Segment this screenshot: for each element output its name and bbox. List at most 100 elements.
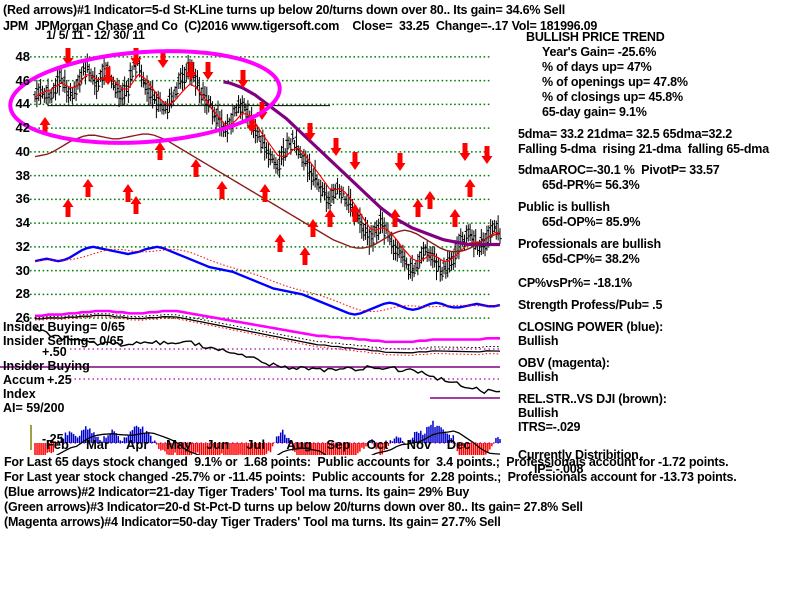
y-tick-34: 34	[15, 215, 30, 231]
signal-arrow-up	[389, 209, 401, 227]
y-tick-32: 32	[15, 238, 30, 254]
signal-arrow-down	[102, 67, 114, 85]
public-state: Public is bullish	[518, 200, 610, 214]
signal-arrow-down	[202, 62, 214, 80]
signal-arrow-down	[459, 143, 471, 161]
signal-arrow-down	[185, 62, 197, 80]
signal-arrow-up	[464, 179, 476, 197]
signal-arrow-up	[190, 159, 202, 177]
header-symbol-line: JPM JPMorgan Chase and Co (C)2016 www.ti…	[3, 19, 598, 33]
date-range-label: 1/ 5/ 11 - 12/ 30/ 11	[46, 28, 145, 42]
signal-arrow-up	[449, 209, 461, 227]
minus-25-label: -.25	[42, 432, 64, 446]
x-tick-jun: Jun	[206, 437, 230, 452]
y-tick-40: 40	[15, 143, 30, 159]
signal-arrow-down	[394, 153, 406, 171]
obv-value: Bullish	[518, 370, 559, 384]
signal-arrow-down	[349, 152, 361, 170]
dma-aroc: 5dmaAROC=-30.1 % PivotP= 33.57	[518, 163, 720, 177]
years-gain: Year's Gain= -25.6%	[542, 45, 657, 59]
footer-indicator-4: (Magenta arrows)#4 Indicator=50-day Tige…	[4, 515, 501, 529]
signal-arrow-down	[237, 70, 249, 88]
closing-power-value: Bullish	[518, 334, 559, 348]
signal-arrow-up	[154, 142, 166, 160]
signal-arrow-up	[424, 191, 436, 209]
signal-arrow-up	[299, 247, 311, 265]
x-tick-aug: Aug	[286, 437, 312, 452]
signal-arrow-down	[304, 123, 316, 141]
obv-title: OBV (magenta):	[518, 356, 610, 370]
signal-arrow-down	[330, 138, 342, 156]
y-tick-36: 36	[15, 191, 30, 207]
x-tick-mar: Mar	[85, 437, 110, 452]
signal-arrow-up	[130, 196, 142, 214]
insider-buying-accum-line2: Accum	[3, 373, 45, 387]
dma-values: 5dma= 33.2 21dma= 32.5 65dma=32.2	[518, 127, 733, 141]
signal-arrow-up	[62, 199, 74, 217]
insider-selling-label: Insider Selling= 0/65	[3, 334, 124, 348]
info-panel: BULLISH PRICE TREND Year's Gain= -25.6% …	[518, 30, 800, 476]
y-tick-28: 28	[15, 286, 30, 302]
signal-arrow-down	[157, 50, 169, 68]
ai-value-label: AI= 59/200	[3, 401, 65, 415]
signal-arrow-up	[259, 184, 271, 202]
rel-strength-title: REL.STR..VS DJI (brown):	[518, 392, 667, 406]
op-65d: 65d-OP%= 85.9%	[542, 215, 641, 229]
signal-arrow-up	[82, 179, 94, 197]
footer-indicator-2: (Blue arrows)#2 Indicator=21-day Tiger T…	[4, 485, 470, 499]
gain-65-day: 65-day gain= 9.1%	[542, 105, 647, 119]
chart-canvas	[0, 48, 502, 455]
y-tick-48: 48	[15, 48, 30, 64]
y-tick-42: 42	[15, 120, 30, 136]
x-tick-dec: Dec	[446, 437, 471, 452]
distribution-state: Currently Distribition	[518, 448, 639, 462]
y-tick-46: 46	[15, 72, 30, 88]
footer-65day-summary: For Last 65 days stock changed 9.1% or 1…	[4, 455, 729, 469]
insider-buying-label: Insider Buying= 0/65	[3, 320, 125, 334]
plus-50-label: +.50	[42, 345, 67, 359]
cp-vs-pr: CP%vsPr%= -18.1%	[518, 276, 632, 290]
pct-closings-up: % of closings up= 45.8%	[542, 90, 683, 104]
plus-25-label: +.25	[47, 373, 72, 387]
price-chart[interactable]	[0, 30, 515, 455]
signal-arrow-up	[274, 234, 286, 252]
itrs-value: ITRS=-.029	[518, 420, 581, 434]
insider-buying-accum-line3: Index	[3, 387, 36, 401]
x-tick-feb: Feb	[45, 437, 69, 452]
x-tick-sep: Sep	[326, 437, 351, 452]
signal-arrow-down	[246, 115, 258, 133]
pct-openings-up: % of openings up= 47.8%	[542, 75, 688, 89]
y-tick-26: 26	[15, 310, 30, 326]
signal-arrow-down	[481, 146, 493, 164]
insider-buying-accum-line1: Insider Buying	[3, 359, 90, 373]
y-tick-30: 30	[15, 262, 30, 278]
signal-arrow-up	[39, 117, 51, 135]
signal-arrow-up	[216, 181, 228, 199]
closing-power-title: CLOSING POWER (blue):	[518, 320, 664, 334]
x-tick-nov: Nov	[406, 437, 432, 452]
x-tick-apr: Apr	[126, 437, 149, 452]
footer-indicator-3: (Green arrows)#3 Indicator=20-d St-Pct-D…	[4, 500, 583, 514]
signal-arrow-up	[122, 184, 134, 202]
x-tick-may: May	[166, 437, 192, 452]
signal-arrow-down	[62, 48, 74, 66]
dma-trend: Falling 5-dma rising 21-dma falling 65-d…	[518, 142, 769, 156]
signal-arrow-up	[349, 204, 361, 222]
signal-arrow-up	[307, 219, 319, 237]
pr-65d: 65d-PR%= 56.3%	[542, 178, 640, 192]
pct-days-up: % of days up= 47%	[542, 60, 652, 74]
header-indicator-line: (Red arrows)#1 Indicator=5-d St-KLine tu…	[3, 3, 565, 17]
rel-strength-value: Bullish	[518, 406, 559, 420]
highlight-ellipse	[8, 49, 282, 145]
strength-prof-pub: Strength Profess/Pub= .5	[518, 298, 663, 312]
y-tick-44: 44	[15, 96, 30, 112]
ip-value: IP= -.008	[534, 462, 584, 476]
footer-year-summary: For Last year stock changed -25.7% or -1…	[4, 470, 737, 484]
x-tick-jul: Jul	[246, 437, 266, 452]
y-tick-38: 38	[15, 167, 30, 183]
cp-65d: 65d-CP%= 38.2%	[542, 252, 640, 266]
signal-arrow-up	[412, 199, 424, 217]
professionals-state: Professionals are bullish	[518, 237, 661, 251]
signal-arrow-up	[324, 209, 336, 227]
x-tick-oct: Oct	[366, 437, 389, 452]
